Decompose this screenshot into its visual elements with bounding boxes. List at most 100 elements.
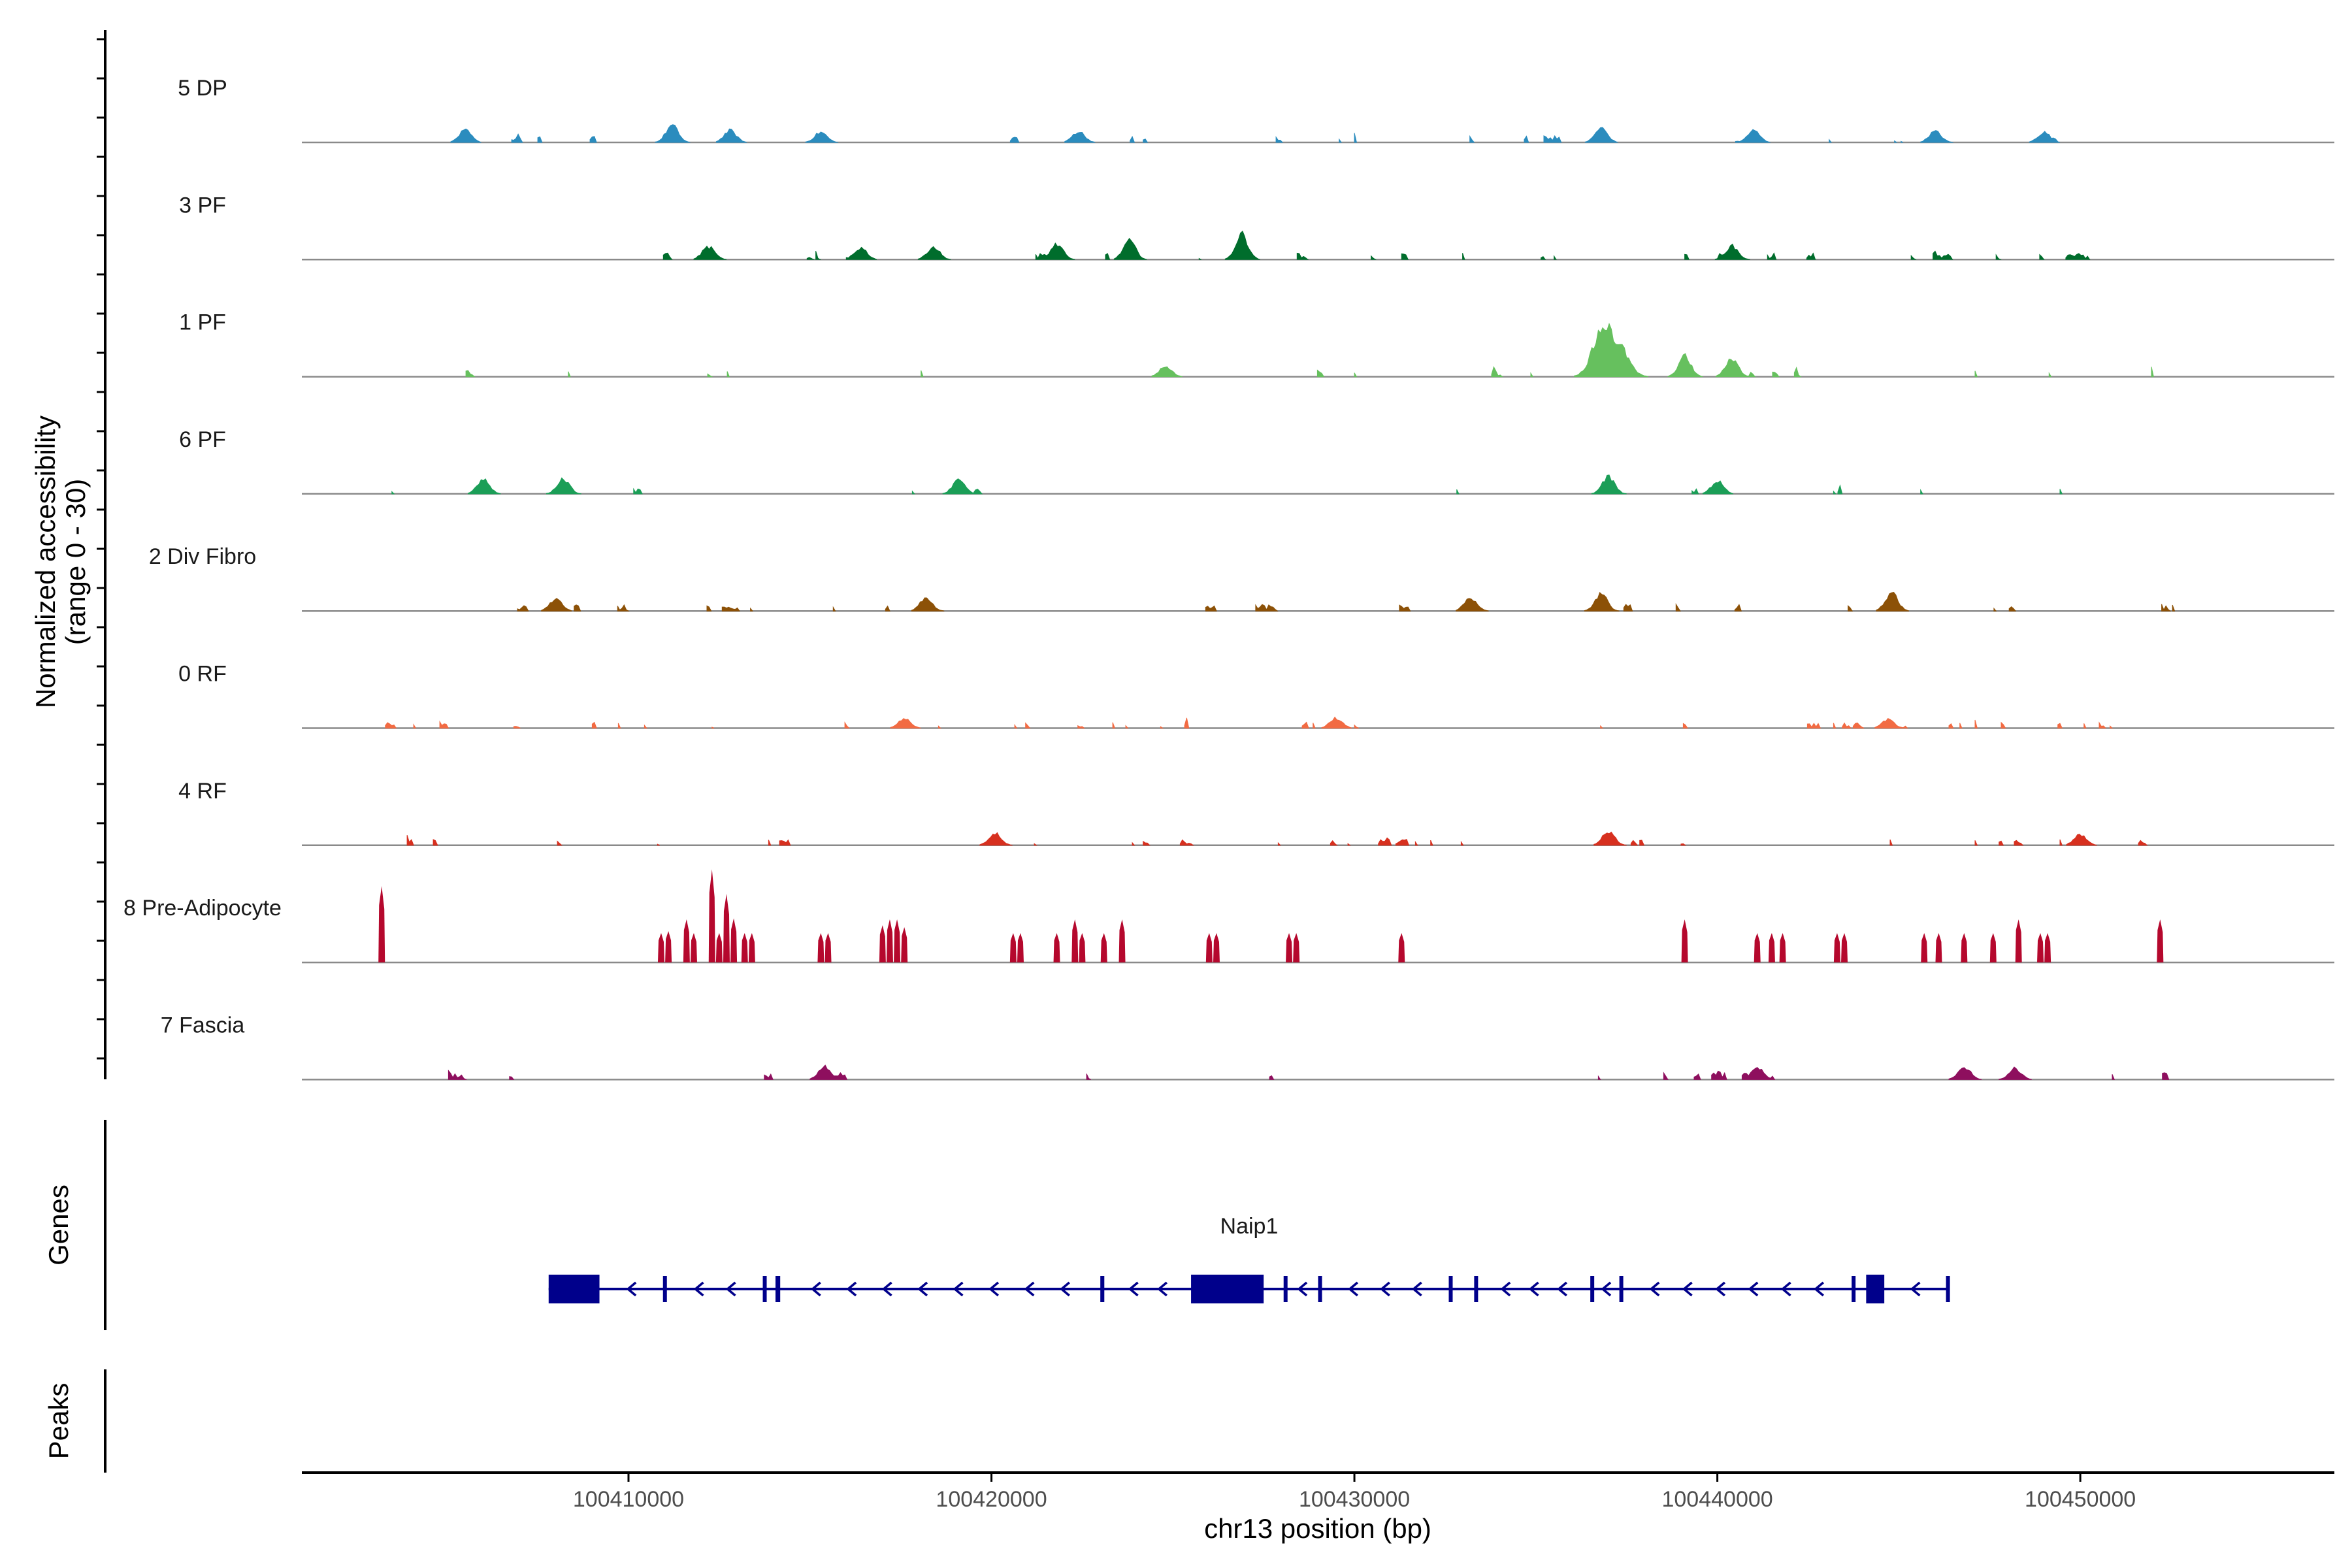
y-axis: Normalized accessibility (range 0 - 30) <box>30 30 106 1079</box>
gene-exon <box>1590 1276 1595 1302</box>
y-axis-title: Normalized accessibility <box>30 416 61 708</box>
accessibility-spike <box>1071 919 1079 963</box>
accessibility-spike <box>748 933 755 963</box>
accessibility-spike <box>2044 933 2051 963</box>
gene-exon <box>1474 1276 1478 1302</box>
accessibility-spike <box>1935 933 1942 963</box>
accessibility-spike <box>1779 933 1786 963</box>
coverage-tracks: 5 DP 3 PF 1 PF 6 PF 2 Div Fibro 0 RF 4 RF 8 Pre… <box>123 76 2334 1081</box>
x-axis-ticks: 100410000 100420000 100430000 100440000 1004… <box>573 1473 2136 1512</box>
accessibility-spike <box>894 919 901 963</box>
gene-exon <box>775 1276 781 1302</box>
accessibility-spike <box>1841 933 1848 963</box>
strand-arrow <box>1682 1281 1693 1297</box>
strand-arrow <box>1411 1281 1422 1297</box>
strand-arrow <box>1297 1281 1308 1297</box>
accessibility-spike <box>657 933 664 963</box>
accessibility-spike <box>1205 933 1213 963</box>
accessibility-spike <box>879 925 886 963</box>
strand-arrow <box>1379 1281 1390 1297</box>
strand-arrow <box>881 1281 892 1297</box>
strand-arrow <box>1814 1281 1824 1297</box>
strand-arrow <box>1748 1281 1759 1297</box>
genes-panel: Genes Naip1 <box>43 1120 1950 1330</box>
accessibility-spike <box>1681 919 1688 963</box>
accessibility-spike <box>708 869 715 963</box>
accessibility-spike <box>1293 933 1300 963</box>
coverage-area <box>406 832 2148 846</box>
strand-arrow <box>1557 1281 1567 1297</box>
coverage-area <box>448 1064 2170 1080</box>
strand-arrow <box>1528 1281 1539 1297</box>
gene-exon <box>1191 1275 1264 1303</box>
accessibility-spike <box>1079 933 1086 963</box>
track-label: 3 PF <box>179 193 226 218</box>
strand-arrow <box>1780 1281 1791 1297</box>
accessibility-spike <box>741 933 748 963</box>
accessibility-spike <box>665 931 672 963</box>
track-label: 5 DP <box>178 76 227 101</box>
accessibility-spike <box>1921 933 1928 963</box>
track-label: 1 PF <box>179 310 226 335</box>
accessibility-spike <box>2157 919 2164 963</box>
gene-name-label: Naip1 <box>1220 1214 1279 1239</box>
strand-arrow <box>626 1281 637 1297</box>
gene-exon <box>1100 1276 1105 1302</box>
accessibility-spike <box>1053 933 1060 963</box>
gene-exon <box>1946 1276 1950 1302</box>
gene-exon <box>1318 1276 1322 1302</box>
track-8-pre-adipocyte: 8 Pre-Adipocyte <box>123 869 2334 964</box>
accessibility-spike <box>1100 933 1107 963</box>
genes-panel-title: Genes <box>43 1184 74 1266</box>
coverage-area <box>391 474 2063 495</box>
strand-arrow <box>1910 1281 1921 1297</box>
track-label: 4 RF <box>178 779 227 804</box>
strand-arrow <box>1024 1281 1035 1297</box>
x-tick-label: 100430000 <box>1299 1487 1410 1512</box>
track-label: 8 Pre-Adipocyte <box>123 896 282 921</box>
track-6-pf: 6 PF <box>179 427 2334 495</box>
accessibility-spike <box>723 894 730 963</box>
track-4-rf: 4 RF <box>178 779 2334 847</box>
x-tick-label: 100410000 <box>573 1487 684 1512</box>
gene-exon <box>1448 1276 1453 1302</box>
track-label: 2 Div Fibro <box>149 544 256 569</box>
track-label: 6 PF <box>179 427 226 452</box>
strand-arrow <box>1348 1281 1358 1297</box>
track-label: 0 RF <box>178 662 227 687</box>
coverage-area <box>517 591 2176 612</box>
coverage-area <box>450 124 2061 143</box>
x-tick-label: 100440000 <box>1661 1487 1772 1512</box>
accessibility-spike <box>886 919 893 963</box>
gene-model: Naip1 <box>548 1214 1950 1303</box>
accessibility-spike <box>2015 919 2022 963</box>
accessibility-spike <box>378 886 385 963</box>
strand-arrow <box>953 1281 964 1297</box>
track-label: 7 Fascia <box>161 1013 245 1037</box>
accessibility-spike <box>825 933 832 963</box>
accessibility-spike <box>1961 933 1968 963</box>
accessibility-spike <box>901 927 908 963</box>
strand-arrow <box>1715 1281 1725 1297</box>
strand-arrow <box>917 1281 928 1297</box>
strand-arrow <box>1500 1281 1511 1297</box>
peaks-panel-title: Peaks <box>43 1383 74 1460</box>
strand-arrow <box>1128 1281 1139 1297</box>
accessibility-spike <box>690 933 697 963</box>
peaks-panel: Peaks <box>43 1369 106 1473</box>
strand-arrow <box>725 1281 736 1297</box>
x-tick-label: 100420000 <box>936 1487 1047 1512</box>
accessibility-spike <box>2037 933 2044 963</box>
gene-exon <box>1283 1276 1288 1302</box>
track-7-fascia: 7 Fascia <box>161 1013 2334 1081</box>
coverage-area <box>465 322 2154 378</box>
accessibility-spike <box>1119 919 1126 963</box>
gene-exon <box>762 1276 767 1302</box>
accessibility-spike <box>817 933 825 963</box>
x-axis: 100410000 100420000 100430000 100440000 1004… <box>302 1471 2334 1544</box>
gene-exon <box>1866 1275 1885 1303</box>
coverage-area <box>662 230 2091 260</box>
track-1-pf: 1 PF <box>179 310 2334 378</box>
strand-arrow <box>810 1281 821 1297</box>
